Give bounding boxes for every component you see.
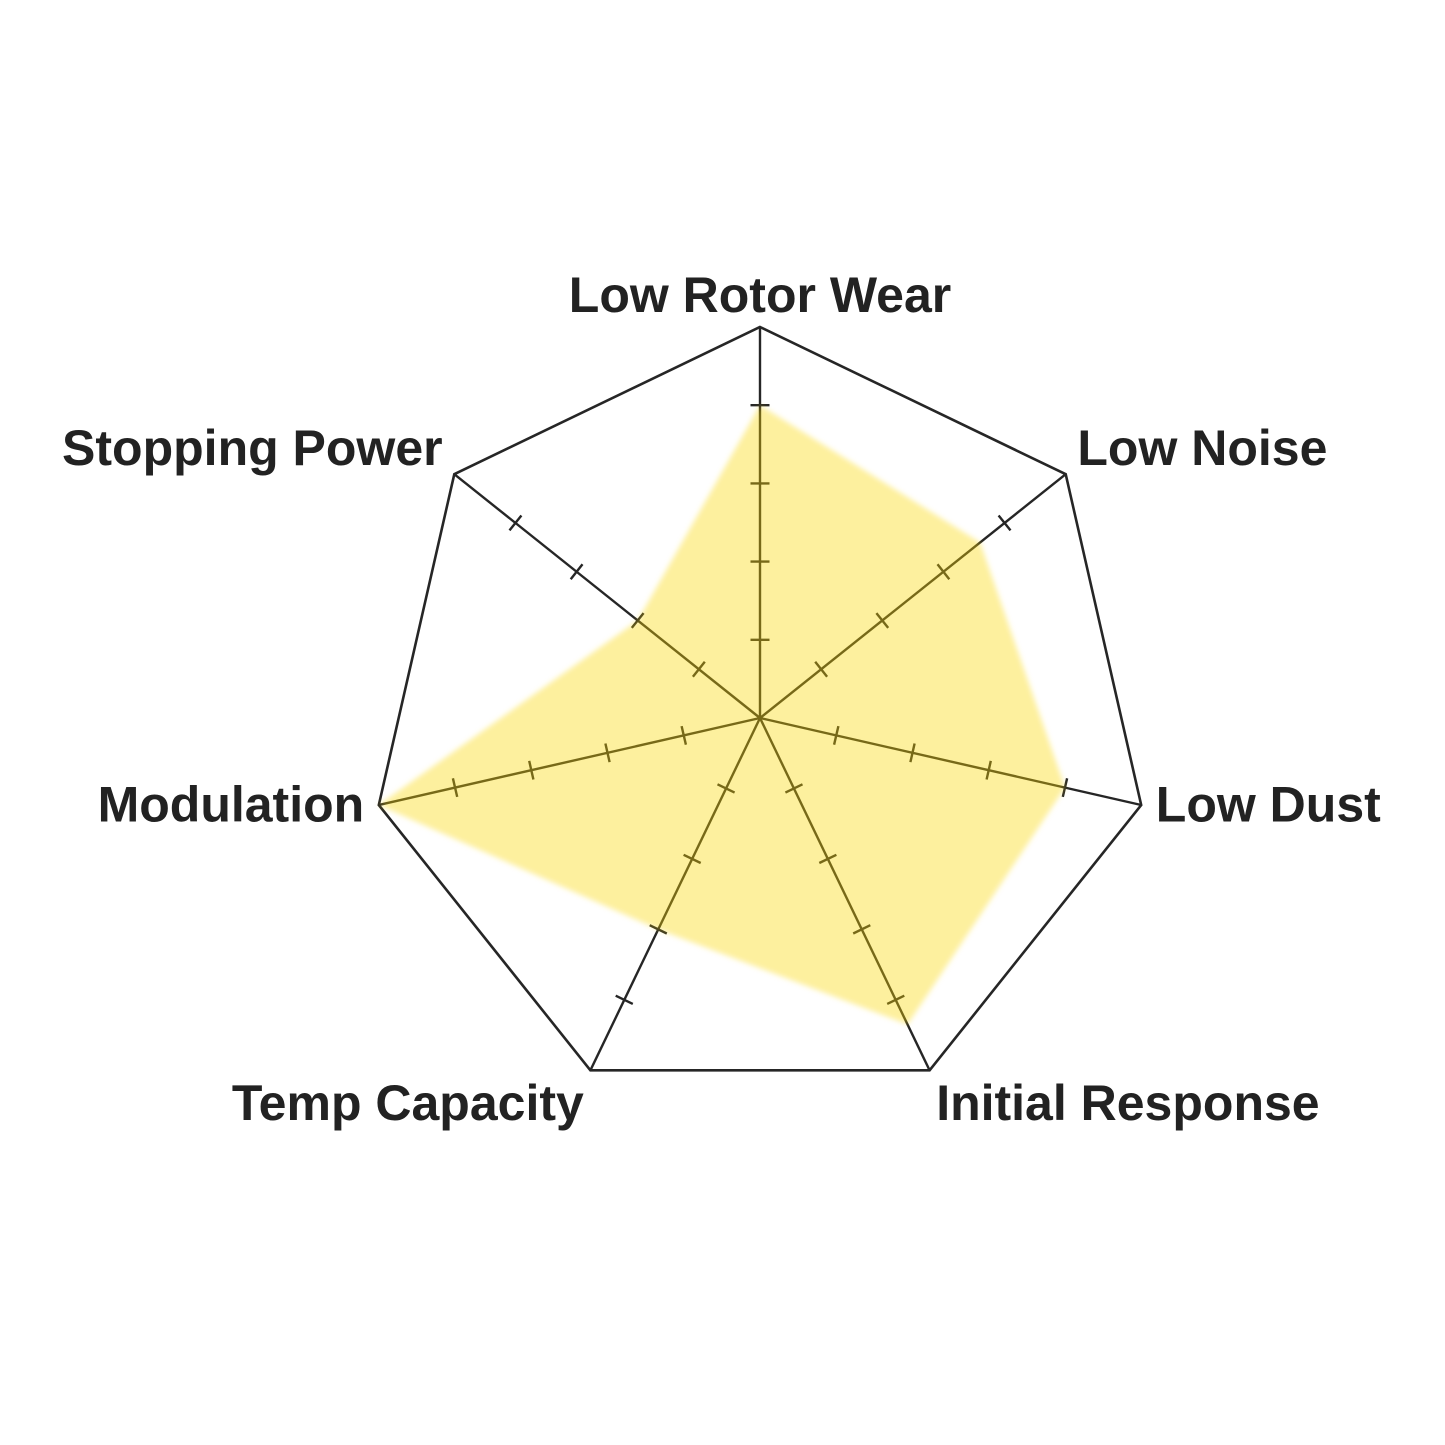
svg-text:Temp Capacity: Temp Capacity — [232, 1075, 584, 1131]
svg-text:Modulation: Modulation — [98, 777, 365, 833]
svg-text:Low Rotor Wear: Low Rotor Wear — [569, 267, 951, 323]
svg-text:Low Dust: Low Dust — [1156, 777, 1381, 833]
svg-text:Initial Response: Initial Response — [936, 1075, 1319, 1131]
svg-text:Low Noise: Low Noise — [1077, 420, 1327, 476]
svg-text:Stopping Power: Stopping Power — [62, 420, 443, 476]
